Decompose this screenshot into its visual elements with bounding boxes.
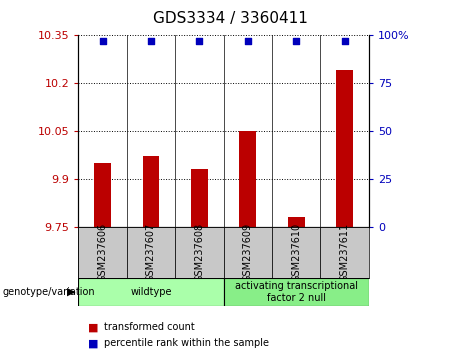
Text: ▶: ▶ — [67, 287, 76, 297]
Bar — [175, 227, 224, 278]
Text: GSM237611: GSM237611 — [340, 223, 349, 282]
Text: genotype/variation: genotype/variation — [2, 287, 95, 297]
Bar — [191, 169, 208, 227]
Text: transformed count: transformed count — [104, 322, 195, 332]
Point — [148, 38, 155, 44]
Bar — [224, 278, 369, 306]
Text: percentile rank within the sample: percentile rank within the sample — [104, 338, 269, 348]
Point — [196, 38, 203, 44]
Bar — [336, 70, 353, 227]
Text: ■: ■ — [88, 322, 98, 332]
Point — [244, 38, 252, 44]
Text: GDS3334 / 3360411: GDS3334 / 3360411 — [153, 11, 308, 25]
Bar — [224, 227, 272, 278]
Text: GSM237608: GSM237608 — [195, 223, 204, 282]
Point — [99, 38, 106, 44]
Point — [292, 38, 300, 44]
Bar — [78, 227, 127, 278]
Bar — [272, 227, 320, 278]
Bar — [239, 131, 256, 227]
Text: GSM237609: GSM237609 — [243, 223, 253, 282]
Bar — [78, 278, 224, 306]
Bar — [288, 217, 305, 227]
Bar — [320, 227, 369, 278]
Text: GSM237607: GSM237607 — [146, 223, 156, 282]
Point — [341, 38, 349, 44]
Bar — [94, 163, 111, 227]
Text: GSM237610: GSM237610 — [291, 223, 301, 282]
Text: GSM237606: GSM237606 — [98, 223, 107, 282]
Text: wildtype: wildtype — [130, 287, 172, 297]
Text: ■: ■ — [88, 338, 98, 348]
Bar — [142, 156, 160, 227]
Text: activating transcriptional
factor 2 null: activating transcriptional factor 2 null — [235, 281, 358, 303]
Bar — [127, 227, 175, 278]
